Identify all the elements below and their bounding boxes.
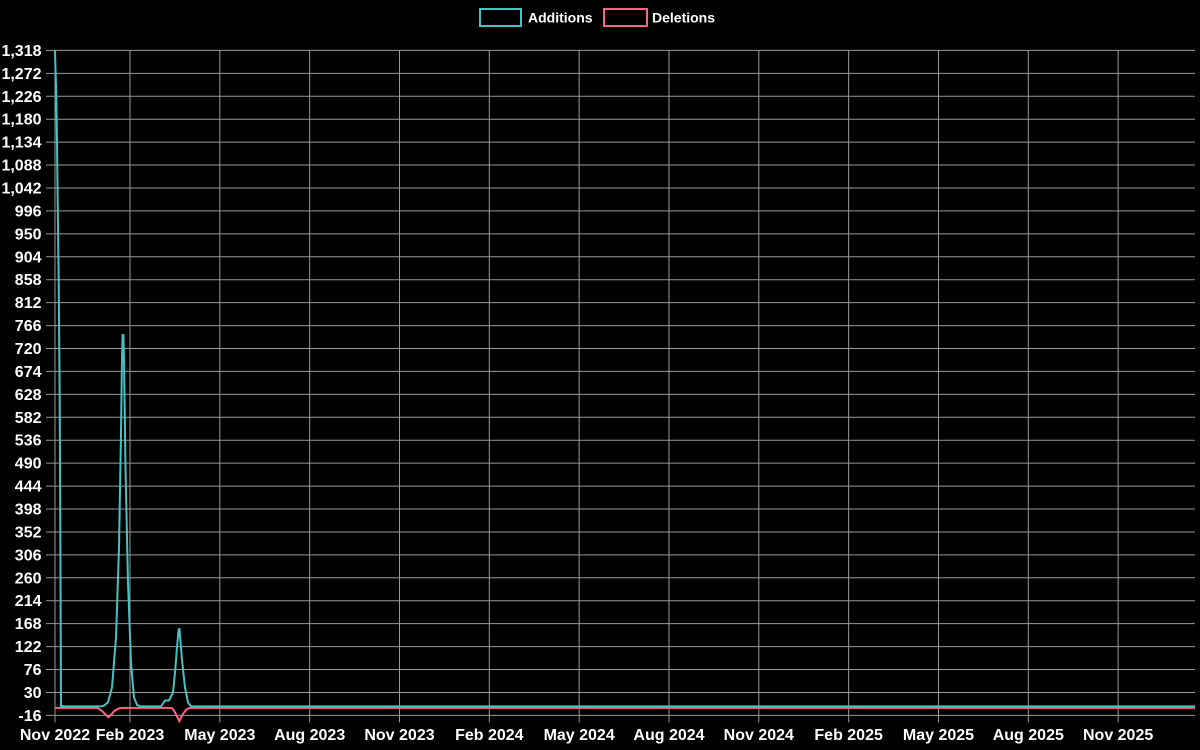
svg-text:628: 628 bbox=[15, 387, 42, 404]
svg-text:1,272: 1,272 bbox=[1, 66, 41, 83]
svg-text:996: 996 bbox=[15, 203, 42, 220]
svg-text:674: 674 bbox=[15, 364, 42, 381]
svg-text:76: 76 bbox=[24, 662, 42, 679]
svg-text:Aug 2025: Aug 2025 bbox=[993, 727, 1064, 744]
svg-text:Additions: Additions bbox=[528, 10, 593, 26]
svg-text:904: 904 bbox=[15, 249, 42, 266]
svg-text:858: 858 bbox=[15, 272, 42, 289]
svg-text:214: 214 bbox=[15, 593, 42, 610]
svg-text:30: 30 bbox=[24, 685, 42, 702]
svg-text:May 2025: May 2025 bbox=[903, 727, 974, 744]
svg-text:Feb 2024: Feb 2024 bbox=[455, 727, 524, 744]
svg-text:444: 444 bbox=[15, 479, 42, 496]
svg-text:1,088: 1,088 bbox=[1, 158, 41, 175]
svg-text:582: 582 bbox=[15, 410, 42, 427]
svg-text:490: 490 bbox=[15, 456, 42, 473]
svg-text:1,318: 1,318 bbox=[1, 43, 41, 60]
svg-text:122: 122 bbox=[15, 639, 42, 656]
svg-text:-16: -16 bbox=[18, 708, 41, 725]
svg-text:168: 168 bbox=[15, 616, 42, 633]
svg-text:720: 720 bbox=[15, 341, 42, 358]
svg-text:260: 260 bbox=[15, 570, 42, 587]
svg-text:Nov 2025: Nov 2025 bbox=[1083, 727, 1153, 744]
svg-text:May 2023: May 2023 bbox=[184, 727, 255, 744]
svg-text:1,134: 1,134 bbox=[1, 135, 41, 152]
svg-text:Nov 2022: Nov 2022 bbox=[20, 727, 90, 744]
svg-text:950: 950 bbox=[15, 226, 42, 243]
svg-text:1,042: 1,042 bbox=[1, 180, 41, 197]
svg-text:766: 766 bbox=[15, 318, 42, 335]
svg-text:Feb 2025: Feb 2025 bbox=[814, 727, 883, 744]
svg-text:1,226: 1,226 bbox=[1, 89, 41, 106]
svg-text:Nov 2023: Nov 2023 bbox=[364, 727, 434, 744]
svg-text:Nov 2024: Nov 2024 bbox=[724, 727, 794, 744]
svg-text:812: 812 bbox=[15, 295, 42, 312]
svg-text:Deletions: Deletions bbox=[652, 10, 715, 26]
svg-text:1,180: 1,180 bbox=[1, 112, 41, 129]
svg-text:536: 536 bbox=[15, 433, 42, 450]
svg-text:Feb 2023: Feb 2023 bbox=[96, 727, 165, 744]
svg-text:352: 352 bbox=[15, 524, 42, 541]
svg-text:Aug 2023: Aug 2023 bbox=[274, 727, 345, 744]
svg-text:May 2024: May 2024 bbox=[544, 727, 615, 744]
svg-text:Aug 2024: Aug 2024 bbox=[633, 727, 704, 744]
svg-text:398: 398 bbox=[15, 502, 42, 519]
svg-text:306: 306 bbox=[15, 547, 42, 564]
